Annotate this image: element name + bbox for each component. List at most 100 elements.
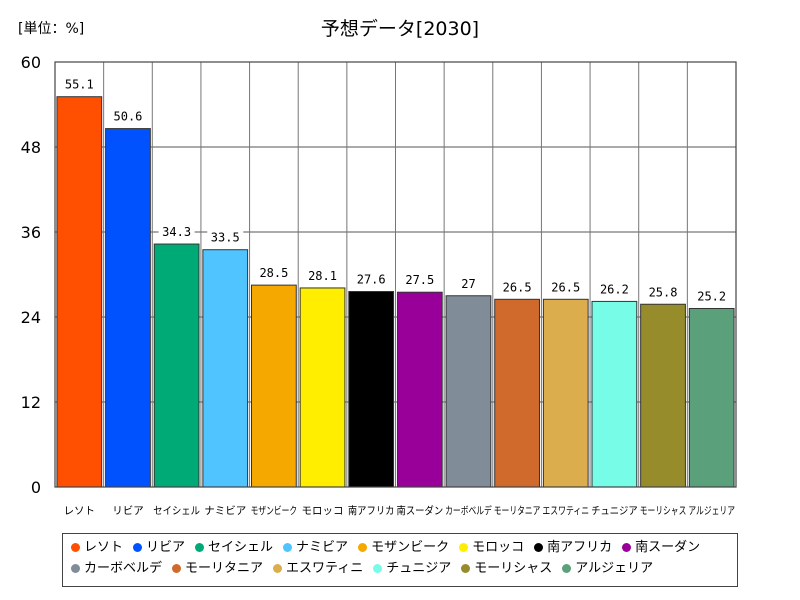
data-label: 28.1 xyxy=(308,269,337,283)
data-label: 26.5 xyxy=(503,280,532,294)
y-tick-label: 60 xyxy=(21,53,41,72)
legend-item: モーリシャス xyxy=(461,560,552,577)
data-label-bg xyxy=(693,287,730,305)
legend-item: レソト xyxy=(71,539,123,556)
legend-swatch xyxy=(461,564,471,573)
data-label: 27 xyxy=(461,277,475,291)
legend-item: モーリタニア xyxy=(172,560,263,577)
legend-swatch xyxy=(71,564,80,573)
x-tick-label: モーリシャス xyxy=(640,505,687,517)
x-tick-label: カーボベルデ xyxy=(445,504,492,517)
legend-label: モーリタニア xyxy=(185,561,264,576)
bar xyxy=(445,295,492,488)
data-label-bg xyxy=(353,270,390,288)
bar xyxy=(56,96,103,488)
data-label: 27.5 xyxy=(405,273,434,287)
x-tick-label: 南アフリカ xyxy=(348,504,395,517)
x-tick-label: アルジェリア xyxy=(688,505,735,517)
data-label-bg xyxy=(109,107,146,125)
data-label-bg xyxy=(456,274,481,292)
legend-swatch xyxy=(358,543,368,552)
data-label-bg xyxy=(547,278,584,296)
x-tick-label: ナミビア xyxy=(204,505,246,517)
data-label-bg xyxy=(304,266,341,284)
bar xyxy=(591,300,638,488)
legend-item: チュニジア xyxy=(373,560,451,577)
legend-swatch xyxy=(283,543,293,552)
y-tick-label: 12 xyxy=(21,393,41,412)
data-label-bg xyxy=(255,264,292,282)
x-tick-label: レソト xyxy=(64,505,96,517)
legend-items: レソト リビア セイシェル ナミビア モザンビーク モロッコ 南アフリカ 南スーダン カーボベル… xyxy=(71,539,729,577)
legend-label: レソト xyxy=(84,540,124,555)
y-tick-label: 36 xyxy=(21,223,41,242)
data-label: 28.5 xyxy=(259,266,288,280)
data-label: 55.1 xyxy=(65,78,94,92)
legend-swatch xyxy=(562,564,572,573)
legend-label: カーボベルデ xyxy=(84,561,163,576)
legend-item: アルジェリア xyxy=(562,560,653,577)
data-label-bg xyxy=(499,278,536,296)
data-label: 26.2 xyxy=(600,282,629,296)
data-label: 50.6 xyxy=(114,110,143,124)
x-tick-label: リビア xyxy=(112,505,144,517)
y-tick-label: 0 xyxy=(31,478,41,497)
bar xyxy=(542,298,589,488)
legend-swatch xyxy=(459,543,469,552)
bar xyxy=(153,243,200,488)
x-tick-label: モザンビーク xyxy=(251,505,298,517)
data-label: 33.5 xyxy=(211,231,240,245)
bar-chart: 0 12 24 36 48 60 55.1 レソト 50.6 リビア 34.3 セイシェル 33.5 ナミ… xyxy=(21,53,737,517)
bar xyxy=(396,291,443,488)
bar xyxy=(251,284,297,488)
legend-label: 南スーダン xyxy=(635,540,701,555)
legend-label: リビア xyxy=(146,540,186,555)
data-label: 27.6 xyxy=(357,273,386,287)
legend-item: セイシェル xyxy=(195,539,273,556)
legend-swatch xyxy=(622,543,632,552)
legend-swatch xyxy=(273,564,283,573)
legend-swatch xyxy=(133,543,143,552)
legend-swatch xyxy=(195,543,205,552)
legend-label: セイシェル xyxy=(208,540,274,555)
chart-title: 予想データ[2030] xyxy=(320,18,480,40)
bar xyxy=(299,287,346,488)
legend-item: リビア xyxy=(133,539,185,556)
x-tick-label: 南スーダン xyxy=(397,504,444,517)
bar xyxy=(688,308,735,488)
y-tick-label: 48 xyxy=(21,138,41,157)
data-label-bg xyxy=(401,271,438,289)
legend-label: モザンビーク xyxy=(371,540,450,555)
legend-item: エスワティニ xyxy=(273,560,363,577)
x-tick-label: セイシェル xyxy=(153,505,200,517)
plot-border xyxy=(54,61,737,488)
legend-swatch xyxy=(534,543,544,552)
legend-label: アルジェリア xyxy=(575,561,654,576)
legend-item: モザンビーク xyxy=(358,539,449,556)
data-label-bg xyxy=(207,228,244,246)
legend-item: ナミビア xyxy=(283,539,348,556)
legend: レソト リビア セイシェル ナミビア モザンビーク モロッコ 南アフリカ 南スーダン カーボベル… xyxy=(62,533,738,587)
legend-item: モロッコ xyxy=(459,539,524,556)
x-tick-label: モロッコ xyxy=(302,505,344,517)
legend-label: エスワティニ xyxy=(286,561,364,576)
x-tick-label: モーリタニア xyxy=(494,505,541,517)
legend-swatch xyxy=(172,564,182,573)
bar xyxy=(348,291,395,488)
legend-swatch xyxy=(71,543,80,552)
data-label: 34.3 xyxy=(162,225,191,239)
data-label-bg xyxy=(61,75,98,93)
bar xyxy=(640,303,686,488)
data-label-bg xyxy=(645,283,682,301)
legend-item: カーボベルデ xyxy=(71,560,162,577)
legend-label: ナミビア xyxy=(296,540,349,555)
legend-swatch xyxy=(373,564,383,573)
legend-label: モーリシャス xyxy=(474,561,553,576)
x-tick-label: エスワティニ xyxy=(542,505,589,517)
bar xyxy=(105,128,151,488)
legend-label: チュニジア xyxy=(386,561,452,576)
data-label: 25.2 xyxy=(697,290,726,304)
data-label: 26.5 xyxy=(551,280,580,294)
legend-item: 南スーダン xyxy=(622,539,700,556)
data-label: 25.8 xyxy=(649,285,678,299)
